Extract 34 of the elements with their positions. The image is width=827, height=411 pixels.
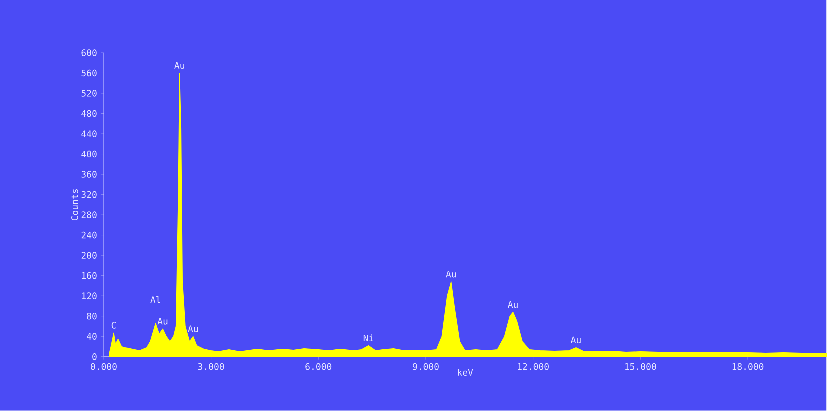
y-tick-label: 280	[82, 212, 97, 219]
annotation: Au	[158, 318, 168, 325]
y-axis-title: Counts	[72, 190, 78, 221]
y-tick-label: 440	[82, 130, 97, 138]
annotation: C	[112, 322, 116, 329]
x-tick-label: 3.000	[198, 363, 224, 370]
annotation: Ni	[364, 334, 374, 342]
x-tick-label: 9.000	[413, 363, 439, 370]
y-tick-label: 560	[82, 70, 97, 77]
x-tick-label: 6.000	[306, 363, 332, 370]
y-tick-label: 240	[82, 232, 97, 239]
y-tick-label: 600	[82, 50, 97, 56]
y-tick-label: 40	[87, 333, 97, 340]
y-tick-label: 520	[82, 90, 97, 97]
y-tick-label: 120	[82, 292, 97, 300]
y-tick-label: 400	[82, 150, 97, 158]
y-tick-label: 0	[92, 354, 97, 360]
x-axis-title: keV	[458, 369, 474, 376]
x-tick-label: 0.000	[91, 363, 117, 370]
y-tick-label: 360	[82, 171, 97, 178]
x-tick-label: 12.000	[518, 363, 549, 370]
y-tick-label: 160	[82, 272, 97, 280]
y-tick-label: 200	[82, 252, 97, 260]
annotation: Au	[446, 271, 456, 278]
annotation: Au	[174, 62, 184, 70]
y-tick-label: 320	[82, 191, 97, 198]
annotation: Au	[508, 301, 518, 308]
annotation: Al	[150, 296, 160, 304]
y-tick-label: 480	[82, 110, 97, 118]
x-tick-label: 15.000	[625, 363, 656, 370]
annotation: Au	[188, 326, 198, 332]
y-tick-label: 80	[87, 313, 97, 320]
x-tick-label: 18.000	[732, 363, 764, 370]
annotation: Au	[570, 336, 581, 344]
